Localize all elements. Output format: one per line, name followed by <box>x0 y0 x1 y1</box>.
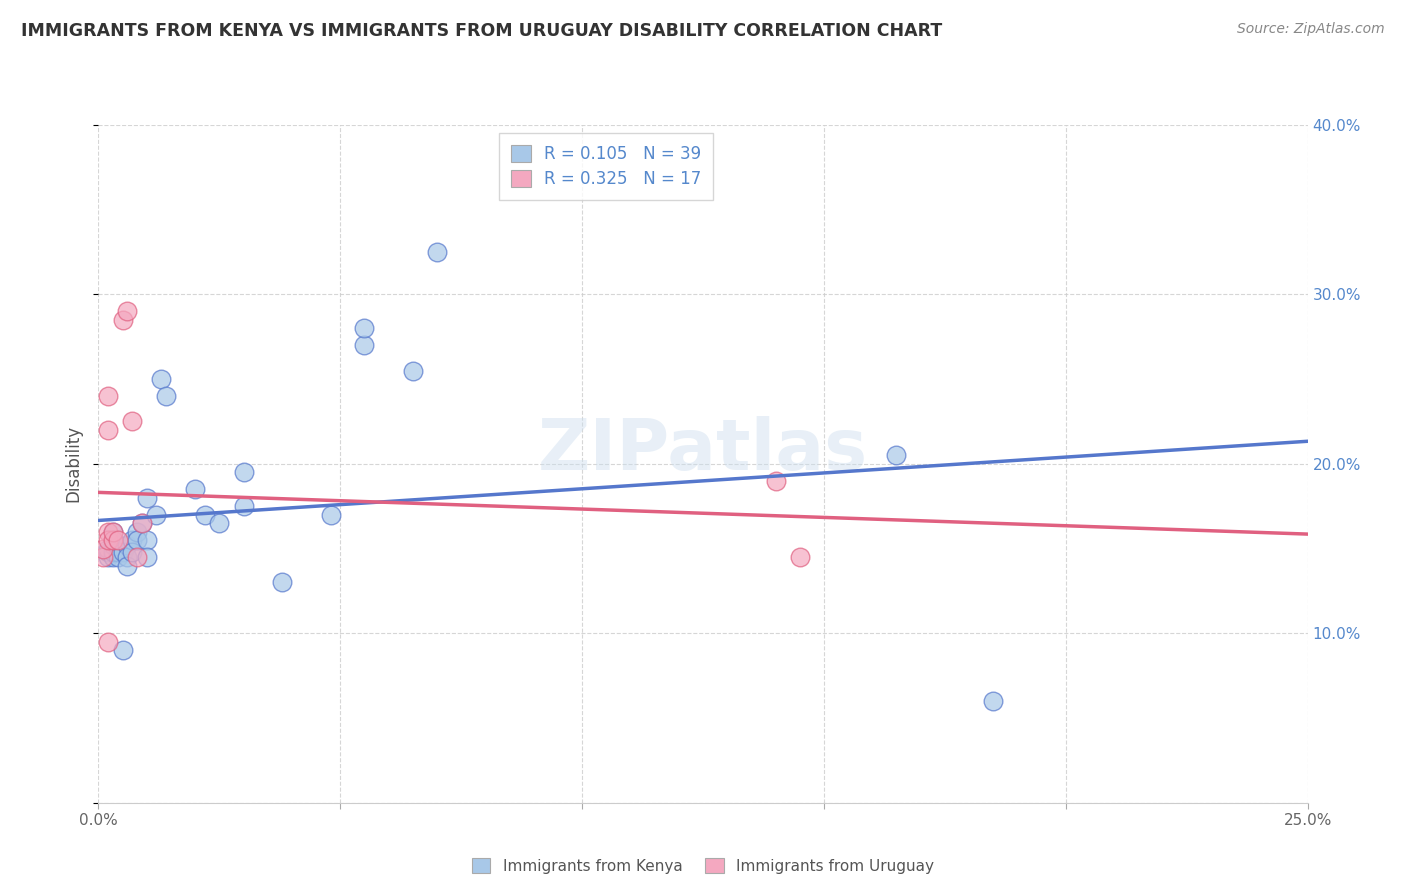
Point <box>97 545 120 559</box>
Point <box>91 549 114 565</box>
Point <box>131 516 153 530</box>
Point <box>107 545 129 559</box>
Point <box>117 304 139 318</box>
Point <box>107 533 129 548</box>
Point <box>353 321 375 335</box>
Point <box>155 389 177 403</box>
Point <box>271 575 294 590</box>
Point <box>402 364 425 378</box>
Point <box>981 694 1004 708</box>
Point <box>101 533 124 548</box>
Point <box>135 533 157 548</box>
Point <box>121 533 143 548</box>
Y-axis label: Disability: Disability <box>65 425 83 502</box>
Point <box>97 533 120 548</box>
Point <box>117 558 139 573</box>
Point <box>117 549 139 565</box>
Point <box>97 549 120 565</box>
Point <box>101 524 124 539</box>
Point <box>145 508 167 522</box>
Point <box>232 500 254 514</box>
Point <box>150 372 173 386</box>
Legend: R = 0.105   N = 39, R = 0.325   N = 17: R = 0.105 N = 39, R = 0.325 N = 17 <box>499 133 713 200</box>
Point <box>101 538 124 552</box>
Point <box>101 549 124 565</box>
Point <box>117 538 139 552</box>
Point <box>107 549 129 565</box>
Text: Source: ZipAtlas.com: Source: ZipAtlas.com <box>1237 22 1385 37</box>
Point <box>91 541 114 556</box>
Point <box>97 635 120 649</box>
Point <box>319 508 342 522</box>
Text: ZIPatlas: ZIPatlas <box>538 416 868 484</box>
Point <box>127 549 149 565</box>
Point <box>101 545 124 559</box>
Text: IMMIGRANTS FROM KENYA VS IMMIGRANTS FROM URUGUAY DISABILITY CORRELATION CHART: IMMIGRANTS FROM KENYA VS IMMIGRANTS FROM… <box>21 22 942 40</box>
Point <box>426 244 449 259</box>
Point <box>184 483 207 497</box>
Point <box>101 524 124 539</box>
Legend: Immigrants from Kenya, Immigrants from Uruguay: Immigrants from Kenya, Immigrants from U… <box>465 852 941 880</box>
Point <box>135 549 157 565</box>
Point <box>97 389 120 403</box>
Point <box>131 516 153 530</box>
Point <box>111 643 134 657</box>
Point <box>886 449 908 463</box>
Point <box>194 508 217 522</box>
Point <box>121 415 143 429</box>
Point <box>97 541 120 556</box>
Point <box>101 533 124 548</box>
Point <box>127 524 149 539</box>
Point <box>111 313 134 327</box>
Point <box>765 474 787 488</box>
Point <box>111 545 134 559</box>
Point <box>127 533 149 548</box>
Point <box>789 549 811 565</box>
Point <box>97 423 120 437</box>
Point <box>121 545 143 559</box>
Point <box>135 491 157 505</box>
Point <box>97 524 120 539</box>
Point <box>208 516 231 530</box>
Point <box>353 338 375 352</box>
Point <box>232 466 254 480</box>
